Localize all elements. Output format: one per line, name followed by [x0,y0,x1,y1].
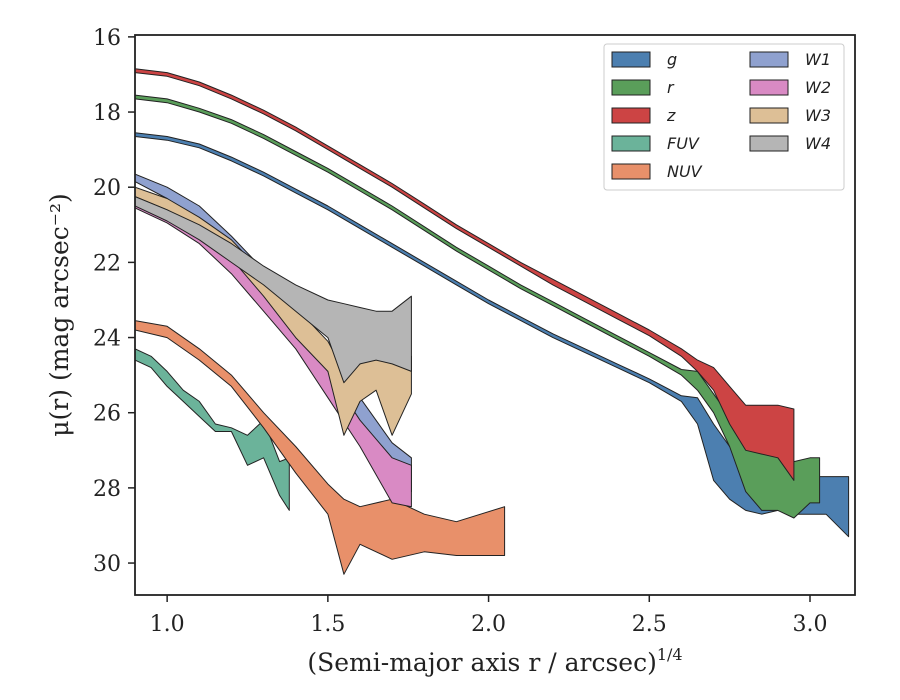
y-tick-label: 16 [93,26,121,51]
x-tick-label: 1.5 [310,612,345,637]
y-tick-label: 26 [93,402,121,427]
x-axis-title: (Semi-major axis r / arcsec)1/4 [307,645,682,677]
legend-label-NUV: NUV [667,162,703,181]
legend-label-W3: W3 [805,106,831,125]
plot-frame [134,34,856,596]
legend-label-W2: W2 [805,78,831,97]
y-axis: 16 18 20 22 24 26 28 30 [93,26,135,577]
y-tick-label: 18 [93,101,121,126]
series-band-r [135,94,821,519]
y-tick-label: 24 [93,327,121,352]
series-areas [135,68,850,575]
legend-swatch-r [611,79,651,96]
y-tick-label: 28 [93,477,121,502]
legend-label-g: g [667,50,677,69]
x-tick-label: 2.0 [471,612,506,637]
legend-swatch-W2 [749,79,789,96]
legend-swatch-z [611,107,651,124]
legend-swatch-W1 [749,51,789,68]
y-tick-label: 20 [93,176,121,201]
series-band-W4 [135,196,412,384]
legend-swatch-NUV [611,163,651,180]
legend-label-W1: W1 [805,50,831,69]
x-tick-label: 1.0 [150,612,185,637]
series-band-FUV [135,348,290,511]
y-axis-title: μ(r) (mag arcsec⁻²) [45,193,74,436]
legend-label-W4: W4 [805,134,831,153]
series-band-z [135,68,795,481]
y-tick-label: 30 [93,552,121,577]
x-tick-label: 3.0 [793,612,828,637]
legend: grz FUV NUV W1 W2 W3 W4 [603,43,845,191]
legend-swatch-FUV [611,135,651,152]
legend-label-z: z [666,106,676,125]
x-axis: 1.0 1.5 2.0 2.5 3.0 [150,595,828,637]
series-band-NUV [135,320,506,575]
legend-swatch-W3 [749,107,789,124]
legend-swatch-g [611,51,651,68]
legend-label-FUV: FUV [667,134,700,153]
legend-label-r: r [667,78,675,97]
x-tick-label: 2.5 [632,612,667,637]
legend-swatch-W4 [749,135,789,152]
y-tick-label: 22 [93,251,121,276]
